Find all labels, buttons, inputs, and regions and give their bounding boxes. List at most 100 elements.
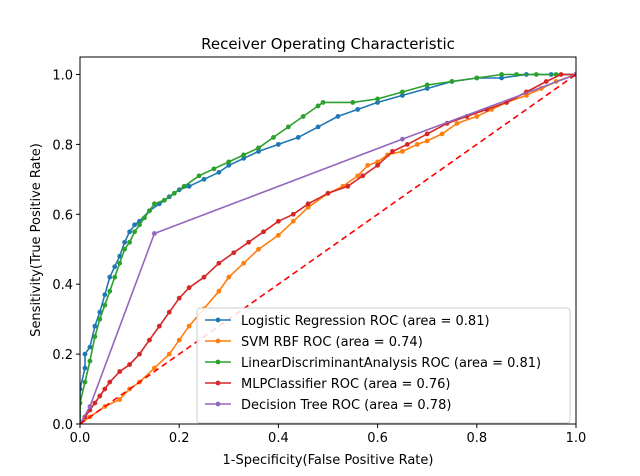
x-tick-label: 1.0 (566, 431, 587, 446)
data-point-lineardiscriminantanalysis (122, 246, 128, 252)
data-point-svm (166, 351, 172, 357)
data-point-svm (375, 159, 380, 165)
data-point-logistic (276, 141, 281, 147)
data-point-logistic (87, 344, 93, 350)
data-point-lineardiscriminantanalysis (97, 316, 103, 322)
data-point-mlpclassifier (375, 162, 380, 168)
data-point-lineardiscriminantanalysis (102, 302, 108, 308)
data-point-logistic (256, 148, 261, 154)
data-point-mlpclassifier (107, 379, 113, 385)
data-point-mlpclassifier (137, 351, 142, 357)
data-point-logistic (201, 176, 207, 182)
data-point-lineardiscriminantanalysis (107, 288, 113, 294)
data-point-lineardiscriminantanalysis (171, 190, 177, 196)
y-tick-label: 0.4 (52, 278, 73, 293)
data-point-mlpclassifier (424, 131, 430, 137)
data-point-svm (439, 131, 445, 137)
data-point-logistic (216, 169, 222, 175)
ticks-layer: 0.0 0.2 0.4 0.6 0.8 1.0 0.0 0.2 0.4 0.6 0.8 1.0 (52, 68, 586, 446)
data-point-lineardiscriminantanalysis (152, 201, 157, 207)
legend-entry: MLPClassifier ROC (area = 0.76) (241, 377, 451, 392)
data-point-logistic (82, 351, 88, 357)
data-point-decision (87, 404, 93, 409)
data-point-svm (474, 114, 480, 119)
data-point-lineardiscriminantanalysis (350, 100, 356, 105)
data-point-lineardiscriminantanalysis (181, 183, 187, 189)
data-point-mlpclassifier (186, 285, 192, 291)
data-point-lineardiscriminantanalysis (196, 173, 202, 179)
data-point-mlpclassifier (166, 309, 172, 315)
data-point-svm (305, 204, 311, 210)
data-point-lineardiscriminantanalysis (375, 96, 380, 102)
data-point-svm (400, 148, 405, 154)
x-tick-label: 0.4 (268, 431, 289, 446)
data-point-logistic (122, 239, 128, 245)
data-point-svm (355, 173, 361, 179)
data-point-logistic (315, 124, 321, 130)
data-point-logistic (424, 86, 430, 91)
data-point-lineardiscriminantanalysis (80, 400, 83, 406)
data-point-svm (414, 141, 420, 147)
data-point-svm (186, 323, 192, 329)
data-point-mlpclassifier (92, 400, 98, 406)
data-point-svm (454, 121, 460, 126)
data-point-logistic (107, 274, 113, 280)
legend-swatch-marker (215, 317, 221, 323)
data-point-logistic (112, 264, 118, 270)
data-point-logistic (92, 323, 98, 329)
y-tick-label: 1.0 (52, 68, 73, 83)
data-point-lineardiscriminantanalysis (449, 79, 455, 84)
data-point-lineardiscriminantanalysis (300, 114, 306, 119)
data-point-logistic (375, 100, 380, 105)
data-point-lineardiscriminantanalysis (142, 215, 147, 221)
data-point-svm (152, 365, 157, 371)
legend-swatch-marker (215, 359, 221, 365)
data-point-svm (176, 337, 182, 343)
data-point-mlpclassifier (305, 201, 311, 207)
data-point-svm (256, 246, 261, 252)
x-axis-title: 1-Specificity(False Positive Rate) (223, 453, 434, 468)
data-point-logistic (127, 229, 132, 235)
series-line-mlpclassifier (80, 73, 576, 424)
data-point-decision (400, 136, 405, 142)
data-point-lineardiscriminantanalysis (533, 72, 539, 77)
data-point-svm (365, 162, 371, 168)
y-tick-label: 0.6 (52, 208, 73, 223)
data-point-mlpclassifier (231, 250, 237, 256)
data-point-mlpclassifier (176, 295, 182, 301)
y-tick-label: 0.2 (52, 348, 73, 363)
data-point-lineardiscriminantanalysis (241, 152, 247, 158)
data-point-logistic (82, 365, 88, 371)
data-point-mlpclassifier (246, 239, 252, 245)
data-point-lineardiscriminantanalysis (315, 103, 321, 109)
data-point-lineardiscriminantanalysis (92, 334, 98, 340)
data-point-lineardiscriminantanalysis (424, 82, 430, 88)
legend-entry: Decision Tree ROC (area = 0.78) (241, 398, 451, 413)
data-point-lineardiscriminantanalysis (112, 274, 118, 280)
data-point-mlpclassifier (290, 211, 296, 217)
data-point-mlpclassifier (261, 229, 266, 235)
data-point-mlpclassifier (325, 190, 331, 196)
data-point-mlpclassifier (102, 386, 108, 392)
data-point-svm (290, 218, 296, 224)
data-point-svm (424, 138, 430, 144)
data-point-lineardiscriminantanalysis (117, 260, 123, 266)
data-point-lineardiscriminantanalysis (132, 229, 137, 235)
x-tick-label: 0.2 (169, 431, 190, 446)
data-point-mlpclassifier (127, 362, 132, 367)
legend-entry: SVM RBF ROC (area = 0.74) (241, 335, 423, 350)
data-point-svm (117, 397, 123, 402)
data-point-lineardiscriminantanalysis (161, 197, 167, 203)
data-point-lineardiscriminantanalysis (499, 72, 504, 77)
data-point-svm (216, 288, 222, 294)
legend-swatch-marker (215, 338, 221, 344)
data-point-lineardiscriminantanalysis (87, 358, 93, 364)
data-point-logistic (132, 222, 137, 228)
data-point-logistic (499, 75, 504, 81)
data-point-mlpclassifier (558, 72, 564, 77)
data-point-mlpclassifier (360, 173, 366, 179)
data-point-logistic (295, 134, 301, 140)
data-point-svm (226, 274, 232, 280)
data-point-mlpclassifier (156, 323, 162, 329)
